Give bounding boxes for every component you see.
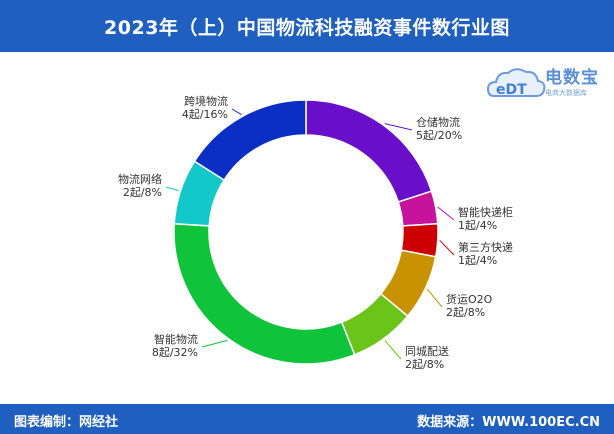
footer-source: 数据来源：WWW.100EC.CN [417,415,600,430]
leader-line [384,340,402,360]
slice-value-label: 2起/8% [405,358,444,371]
slice-name-label: 物流网络 [118,172,162,186]
leader-line [426,288,443,308]
slice-name-label: 跨境物流 [184,94,228,108]
donut-slices [173,99,439,365]
cloud-logo-icon: eDT [486,68,546,98]
slice-name-label: 智能快递柜 [458,205,513,219]
donut-slice [305,99,433,203]
slice-value-label: 2起/8% [446,306,485,319]
footer-credit: 图表编制：网经社 [14,415,119,430]
slice-name-label: 仓储物流 [416,115,460,129]
logo-mark: eDT [496,82,527,98]
leader-line [437,206,455,221]
footer-bar: 图表编制：网经社 数据来源：WWW.100EC.CN [0,404,614,434]
logo-subtitle: 电商大数据库 [545,89,587,97]
leader-line [384,123,413,131]
donut-slice [173,222,356,365]
chart-title: 2023年（上）中国物流科技融资事件数行业图 [104,16,510,39]
slice-value-label: 1起/4% [458,254,497,267]
slice-name-label: 智能物流 [154,332,198,346]
leader-line [201,339,228,348]
slice-name-label: 第三方快递 [458,240,513,254]
slice-value-label: 4起/16% [182,108,228,121]
slice-value-label: 2起/8% [123,186,162,199]
logo-name: 电数宝 [545,68,599,88]
slice-labels: 仓储物流5起/20%智能快递柜1起/4%第三方快递1起/4%货运O2O2起/8%… [118,94,513,371]
slice-value-label: 8起/32% [152,346,198,359]
slice-value-label: 5起/20% [416,129,462,142]
leader-line [165,186,179,192]
leader-line [439,240,455,256]
label-leaders [165,108,455,360]
slice-name-label: 同城配送 [405,344,449,358]
title-bar: 2023年（上）中国物流科技融资事件数行业图 [0,0,614,52]
slice-value-label: 1起/4% [458,219,497,232]
leader-line [231,108,242,116]
slice-name-label: 货运O2O [446,292,493,306]
donut-slice [193,99,307,182]
